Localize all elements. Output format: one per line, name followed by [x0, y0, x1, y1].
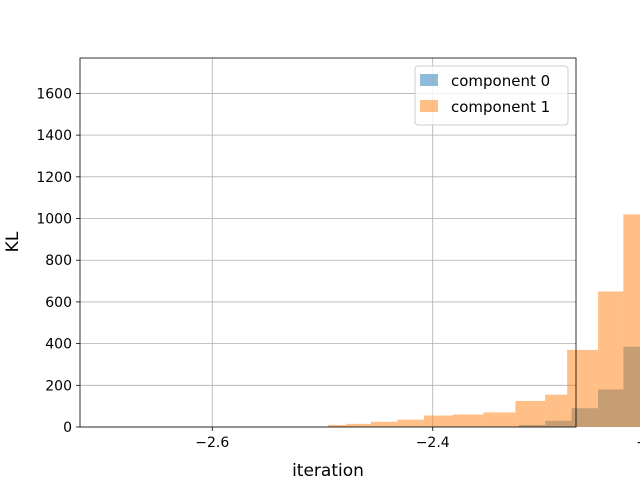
- y-tick-label: 800: [45, 253, 72, 269]
- legend-label-component-1: component 1: [451, 98, 550, 116]
- bar-component-1: [346, 423, 371, 427]
- legend: component 0 component 1: [414, 65, 569, 126]
- legend-label-component-0: component 0: [451, 72, 550, 90]
- x-tick-label: −2.6: [195, 435, 229, 451]
- x-axis-ticks: −2.6−2.4−2.2−2.0−1.8−1.6−1.4: [195, 427, 640, 451]
- bar-component-1: [515, 400, 546, 427]
- bar-component-1: [423, 415, 453, 427]
- y-tick-label: 1600: [36, 86, 72, 102]
- legend-swatch-component-1: [420, 100, 438, 112]
- bar-component-1: [623, 214, 640, 427]
- y-tick-label: 200: [45, 378, 72, 394]
- bar-component-1: [370, 421, 398, 427]
- legend-box: [414, 65, 569, 126]
- x-tick-label: −2.2: [636, 435, 640, 451]
- bar-component-1: [545, 394, 568, 427]
- bar-component-1: [452, 414, 484, 427]
- x-tick-label: −2.4: [416, 435, 450, 451]
- bar-component-1: [483, 412, 516, 427]
- bar-component-1: [328, 424, 347, 427]
- y-tick-label: 1000: [36, 212, 72, 228]
- y-tick-label: 400: [45, 337, 72, 353]
- y-tick-label: 1400: [36, 128, 72, 144]
- bar-component-1: [598, 291, 624, 427]
- bar-component-1: [567, 349, 599, 427]
- axes-frame: [79, 57, 577, 428]
- histogram-bars: [328, 214, 640, 427]
- y-tick-label: 0: [63, 420, 72, 436]
- legend-swatch-component-0: [420, 74, 438, 86]
- bar-component-1: [397, 419, 424, 427]
- x-axis-label: iteration: [292, 461, 364, 480]
- y-axis-ticks: 0 200 400 600 800 1000 1200 1400 1600: [36, 86, 80, 436]
- y-axis-label: KL: [3, 231, 23, 252]
- y-tick-label: 600: [45, 295, 72, 311]
- y-tick-label: 1200: [36, 170, 72, 186]
